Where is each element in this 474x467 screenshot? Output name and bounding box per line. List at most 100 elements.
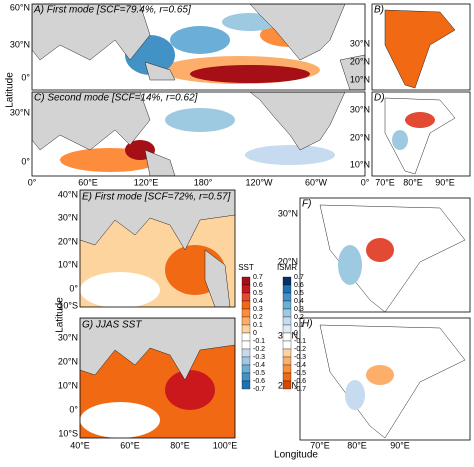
y-tick-label: 10°S <box>58 300 78 310</box>
colorbar-swatch <box>282 380 292 390</box>
panel-label: A) First mode [SCF=79.4%, r=0.65] <box>33 5 191 16</box>
x-tick-label: 60°E <box>120 440 140 450</box>
map-c <box>32 92 365 176</box>
colorbar-swatch <box>282 308 292 318</box>
colorbar-swatch <box>241 364 251 374</box>
colorbar-tick: 0.2 <box>294 314 304 321</box>
colorbar-tick: -0.1 <box>253 338 265 345</box>
y-tick-label: 20°N <box>278 256 298 266</box>
colorbar-tick: 0.7 <box>253 274 263 281</box>
colorbar-tick: -0.3 <box>253 354 265 361</box>
colorbar-tick: -0.2 <box>294 346 306 353</box>
colorbar-tick: -0.2 <box>253 346 265 353</box>
y-tick-label: 20°N <box>350 56 370 66</box>
colorbar-swatch <box>282 276 292 286</box>
y-tick-label: 0° <box>69 404 78 414</box>
map-g <box>80 318 235 438</box>
colorbar-swatch <box>241 372 251 382</box>
colorbar-swatch <box>282 292 292 302</box>
colorbar-swatch <box>282 356 292 366</box>
x-tick-label: 0° <box>361 177 370 187</box>
y-tick-label: 0° <box>21 156 30 166</box>
colorbar-title: ISMR <box>277 263 297 272</box>
panel-label: G) JJAS SST <box>82 320 142 331</box>
x-tick-label: 0° <box>28 177 37 187</box>
map-h <box>300 318 470 440</box>
colorbar-swatch <box>282 300 292 310</box>
y-tick-label: 20°N <box>58 236 78 246</box>
colorbar-tick: 0.4 <box>294 298 304 305</box>
y-tick-label: 30°N <box>58 332 78 342</box>
colorbar-tick: 0.3 <box>253 306 263 313</box>
axis-label: Latitude <box>55 297 66 333</box>
colorbar-swatch <box>241 292 251 302</box>
x-tick-label: 120°E <box>134 177 159 187</box>
colorbar-tick: 0 <box>294 330 298 337</box>
colorbar-swatch <box>241 300 251 310</box>
colorbar-tick: -0.6 <box>253 378 265 385</box>
colorbar-tick: -0.7 <box>294 386 306 393</box>
y-tick-label: 30°N <box>350 104 370 114</box>
colorbar-tick: -0.4 <box>294 362 306 369</box>
colorbar-swatch <box>282 340 292 350</box>
y-tick-label: 10°N <box>58 259 78 269</box>
panel-label: E) First mode [SCF=72%, r=0.57] <box>82 192 231 203</box>
colorbar-tick: 0.2 <box>253 314 263 321</box>
map-f <box>300 198 470 312</box>
map-e <box>80 190 235 307</box>
map-a <box>32 4 365 90</box>
colorbar-swatch <box>241 276 251 286</box>
y-tick-label: 30°N <box>10 107 30 117</box>
colorbar-tick: -0.6 <box>294 378 306 385</box>
colorbar-tick: -0.5 <box>253 370 265 377</box>
x-tick-label: 80°E <box>403 177 423 187</box>
y-tick-label: 0° <box>21 72 30 82</box>
x-tick-label: 120°W <box>245 177 273 187</box>
colorbar-swatch <box>241 356 251 366</box>
frames <box>31 3 471 441</box>
colorbar-swatch <box>241 316 251 326</box>
x-tick-label: 180° <box>194 177 213 187</box>
x-tick-label: 80°E <box>170 440 190 450</box>
colorbar-swatch <box>282 284 292 294</box>
panel-label: B) <box>374 5 384 16</box>
colorbar-swatch <box>241 380 251 390</box>
x-tick-label: 40°E <box>70 440 90 450</box>
colorbar-swatch <box>282 372 292 382</box>
colorbar-swatch <box>241 348 251 358</box>
colorbar-tick: -0.3 <box>294 354 306 361</box>
x-tick-label: 70°E <box>375 177 395 187</box>
axis-label: Latitude <box>5 72 16 108</box>
y-tick-label: 60°N <box>10 2 30 12</box>
colorbar-swatch <box>241 324 251 334</box>
colorbar-swatch <box>282 332 292 342</box>
colorbar-swatch <box>282 316 292 326</box>
colorbar-swatch <box>241 332 251 342</box>
x-tick-label: 90°E <box>435 177 455 187</box>
colorbar-tick: 0.5 <box>253 290 263 297</box>
colorbar-tick: -0.5 <box>294 370 306 377</box>
colorbar-swatch <box>282 364 292 374</box>
y-tick-label: 10°S <box>58 428 78 438</box>
colorbar-tick: 0.7 <box>294 274 304 281</box>
x-tick-label: 90°E <box>390 440 410 450</box>
colorbar-swatch <box>282 348 292 358</box>
panel-label: D) <box>374 93 385 104</box>
y-tick-label: 30°N <box>278 208 298 218</box>
y-tick-label: 30°N <box>350 38 370 48</box>
colorbar-swatch <box>241 308 251 318</box>
y-tick-label: 30°N <box>58 212 78 222</box>
colorbar-tick: -0.1 <box>294 338 306 345</box>
x-tick-label: 60°W <box>305 177 328 187</box>
y-tick-label: 10°N <box>350 159 370 169</box>
colorbar-tick: 0.3 <box>294 306 304 313</box>
colorbar-swatch <box>241 340 251 350</box>
colorbar-tick: 0.6 <box>253 282 263 289</box>
x-tick-label: 100°E <box>213 440 238 450</box>
colorbar-tick: 0.4 <box>253 298 263 305</box>
colorbar-tick: 0.1 <box>253 322 263 329</box>
colorbar-tick: 0.1 <box>294 322 304 329</box>
colorbar-title: SST <box>238 263 254 272</box>
y-tick-label: 20°N <box>58 356 78 366</box>
